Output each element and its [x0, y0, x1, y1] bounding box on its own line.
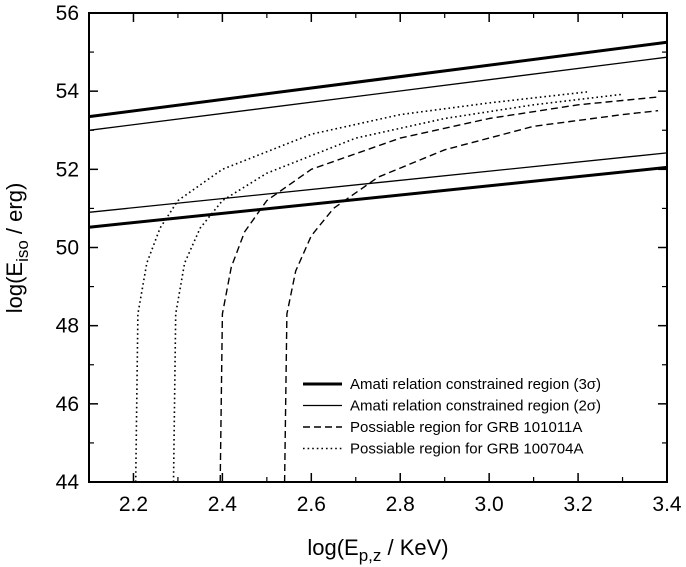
y-tick-label: 44	[56, 471, 80, 494]
legend-label: Possiable region for GRB 101011A	[350, 419, 582, 436]
y-tick-label: 56	[56, 2, 79, 25]
series-dotted-line-1	[134, 91, 588, 483]
legend-label: Possiable region for GRB 100704A	[350, 441, 583, 458]
y-tick-label: 52	[56, 158, 79, 181]
x-axis-title: log(Ep,z / KeV)	[307, 535, 448, 565]
y-tick-label: 48	[56, 315, 79, 338]
x-tick-label: 2.4	[208, 493, 238, 516]
legend: Amati relation constrained region (3σ) Am…	[303, 376, 601, 458]
x-tick-label: 2.6	[297, 493, 326, 516]
y-tick-label: 46	[56, 393, 79, 416]
x-tick-label: 3.2	[563, 493, 592, 516]
ticks-layer	[88, 12, 668, 483]
legend-label: Amati relation constrained region (3σ)	[350, 376, 601, 393]
y-tick-label: 50	[56, 237, 79, 260]
series-thin-solid-line-1	[88, 56, 668, 131]
series-dashed-line-2	[283, 110, 659, 483]
x-tick-label: 3.0	[475, 493, 504, 516]
series-thick-solid-line-1	[88, 40, 668, 119]
x-tick-label: 2.2	[119, 493, 148, 516]
x-tick-labels: 2.2 2.4 2.6 2.8 3.0 3.2 3.4	[119, 493, 682, 516]
y-tick-labels: 44 46 48 50 52 54 56	[56, 2, 80, 494]
legend-label: Amati relation constrained region (2σ)	[350, 398, 601, 415]
series-layer	[88, 40, 668, 483]
series-dashed-line-1	[219, 96, 659, 483]
series-thick-solid-line-2	[88, 165, 668, 229]
series-thin-solid-line-2	[88, 152, 668, 213]
x-tick-label: 2.8	[386, 493, 415, 516]
series-dotted-line-2	[172, 93, 623, 483]
y-axis-title: log(Eiso / erg)	[2, 183, 32, 314]
x-tick-label: 3.4	[652, 493, 682, 516]
y-tick-label: 54	[56, 80, 80, 103]
